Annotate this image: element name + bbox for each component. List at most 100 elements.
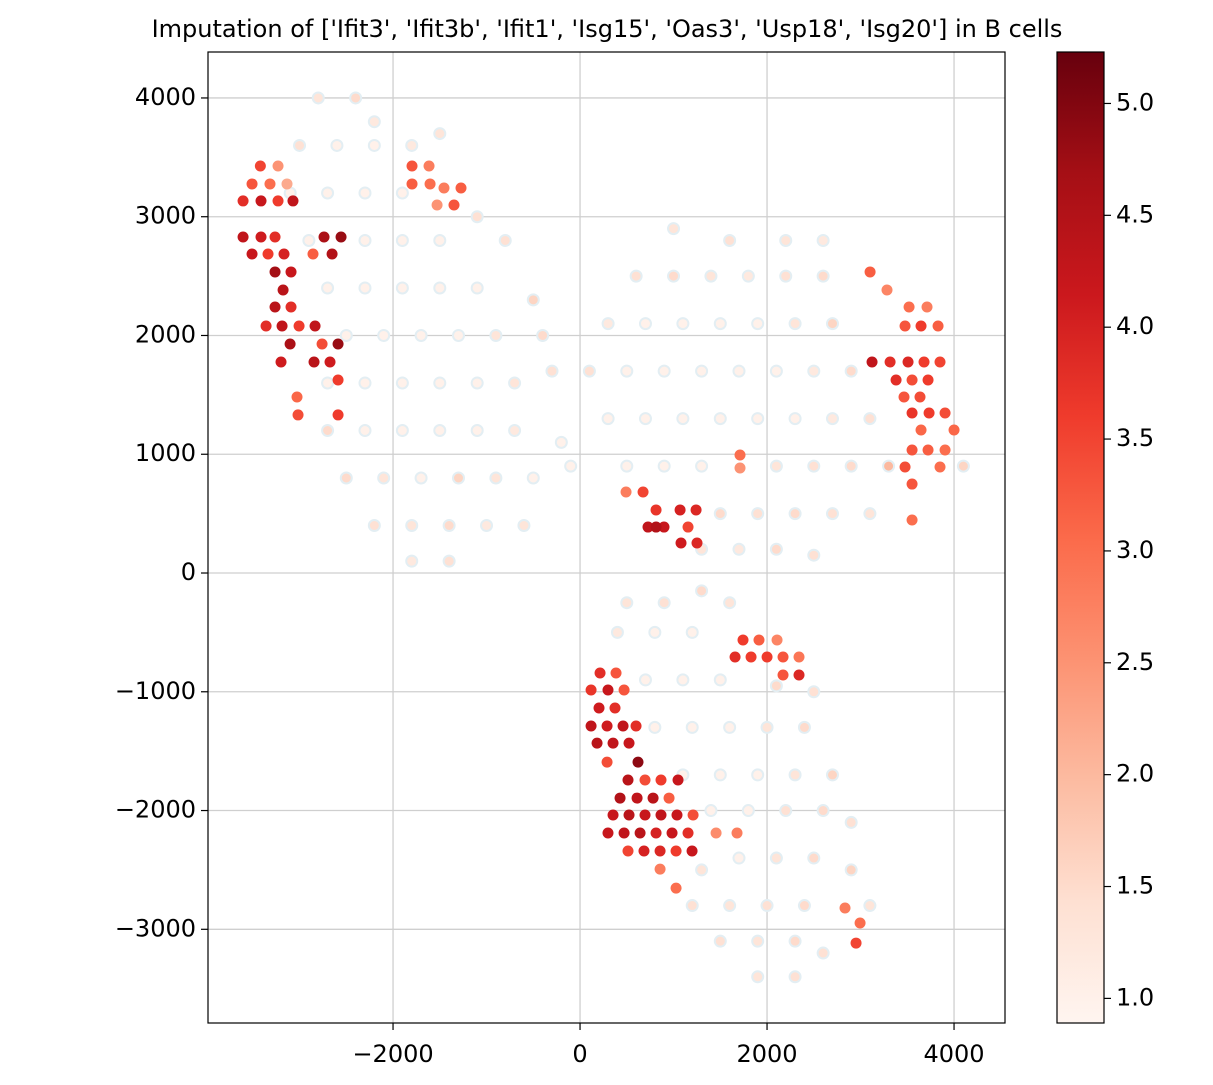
y-tick-label: 0 [181,558,196,586]
point [666,827,678,839]
point [675,537,687,549]
point [751,507,765,521]
point [676,317,690,331]
point [536,328,550,342]
point [760,720,774,734]
point [433,423,447,437]
point [760,899,774,913]
point [647,792,659,804]
point [639,774,651,786]
point [918,356,930,368]
colorbar-tick-label: 4.5 [1116,200,1154,228]
point [377,471,391,485]
point [922,444,934,456]
point [671,809,683,821]
point [638,317,652,331]
point [433,376,447,390]
point [732,542,746,556]
point [620,486,632,498]
point [751,768,765,782]
point [658,521,670,533]
point [406,160,418,172]
point [648,625,662,639]
point [667,269,681,283]
point [332,374,344,386]
point [255,231,267,243]
y-tick-label: −1000 [115,677,196,705]
point [622,845,634,857]
point [844,815,858,829]
colorbar-tick-label: 4.0 [1116,312,1154,340]
point [863,899,877,913]
point [287,195,299,207]
point [470,281,484,295]
point [676,412,690,426]
point [237,195,249,207]
point [793,669,805,681]
point [332,338,344,350]
point [517,519,531,533]
point [816,233,830,247]
point [713,768,727,782]
point [934,461,946,473]
point [423,160,435,172]
point [788,507,802,521]
point [433,233,447,247]
point [884,356,896,368]
point [769,459,783,473]
point [438,182,450,194]
point [704,269,718,283]
point [414,471,428,485]
point [825,507,839,521]
point [685,720,699,734]
point [281,178,293,190]
point [866,356,878,368]
point [816,946,830,960]
point [395,376,409,390]
point [246,248,258,260]
colorbar [1056,51,1105,1024]
point [620,364,634,378]
point [269,266,281,278]
point [367,115,381,129]
point [358,186,372,200]
point [285,301,297,313]
point [807,685,821,699]
point [741,804,755,818]
point [638,673,652,687]
point [704,804,718,818]
point [309,320,321,332]
point [508,423,522,437]
point [358,281,372,295]
point [284,338,296,350]
point [779,269,793,283]
point [676,673,690,687]
point [272,160,284,172]
point [691,537,703,549]
point [405,138,419,152]
point [609,702,621,714]
point [339,471,353,485]
point [405,554,419,568]
point [657,459,671,473]
point [777,669,789,681]
x-tick-label: 2000 [737,1040,798,1068]
point [639,809,651,821]
point [906,514,918,526]
point [321,376,335,390]
point [264,178,276,190]
point [948,424,960,436]
point [623,737,635,749]
point [324,356,336,368]
point [906,407,918,419]
colorbar-tick-label: 2.5 [1116,648,1154,676]
point [480,519,494,533]
point [638,845,650,857]
plot-area [208,52,1005,1023]
point [307,248,319,260]
point [591,737,603,749]
point [932,320,944,332]
point [915,424,927,436]
point [637,486,649,498]
point [349,91,363,105]
